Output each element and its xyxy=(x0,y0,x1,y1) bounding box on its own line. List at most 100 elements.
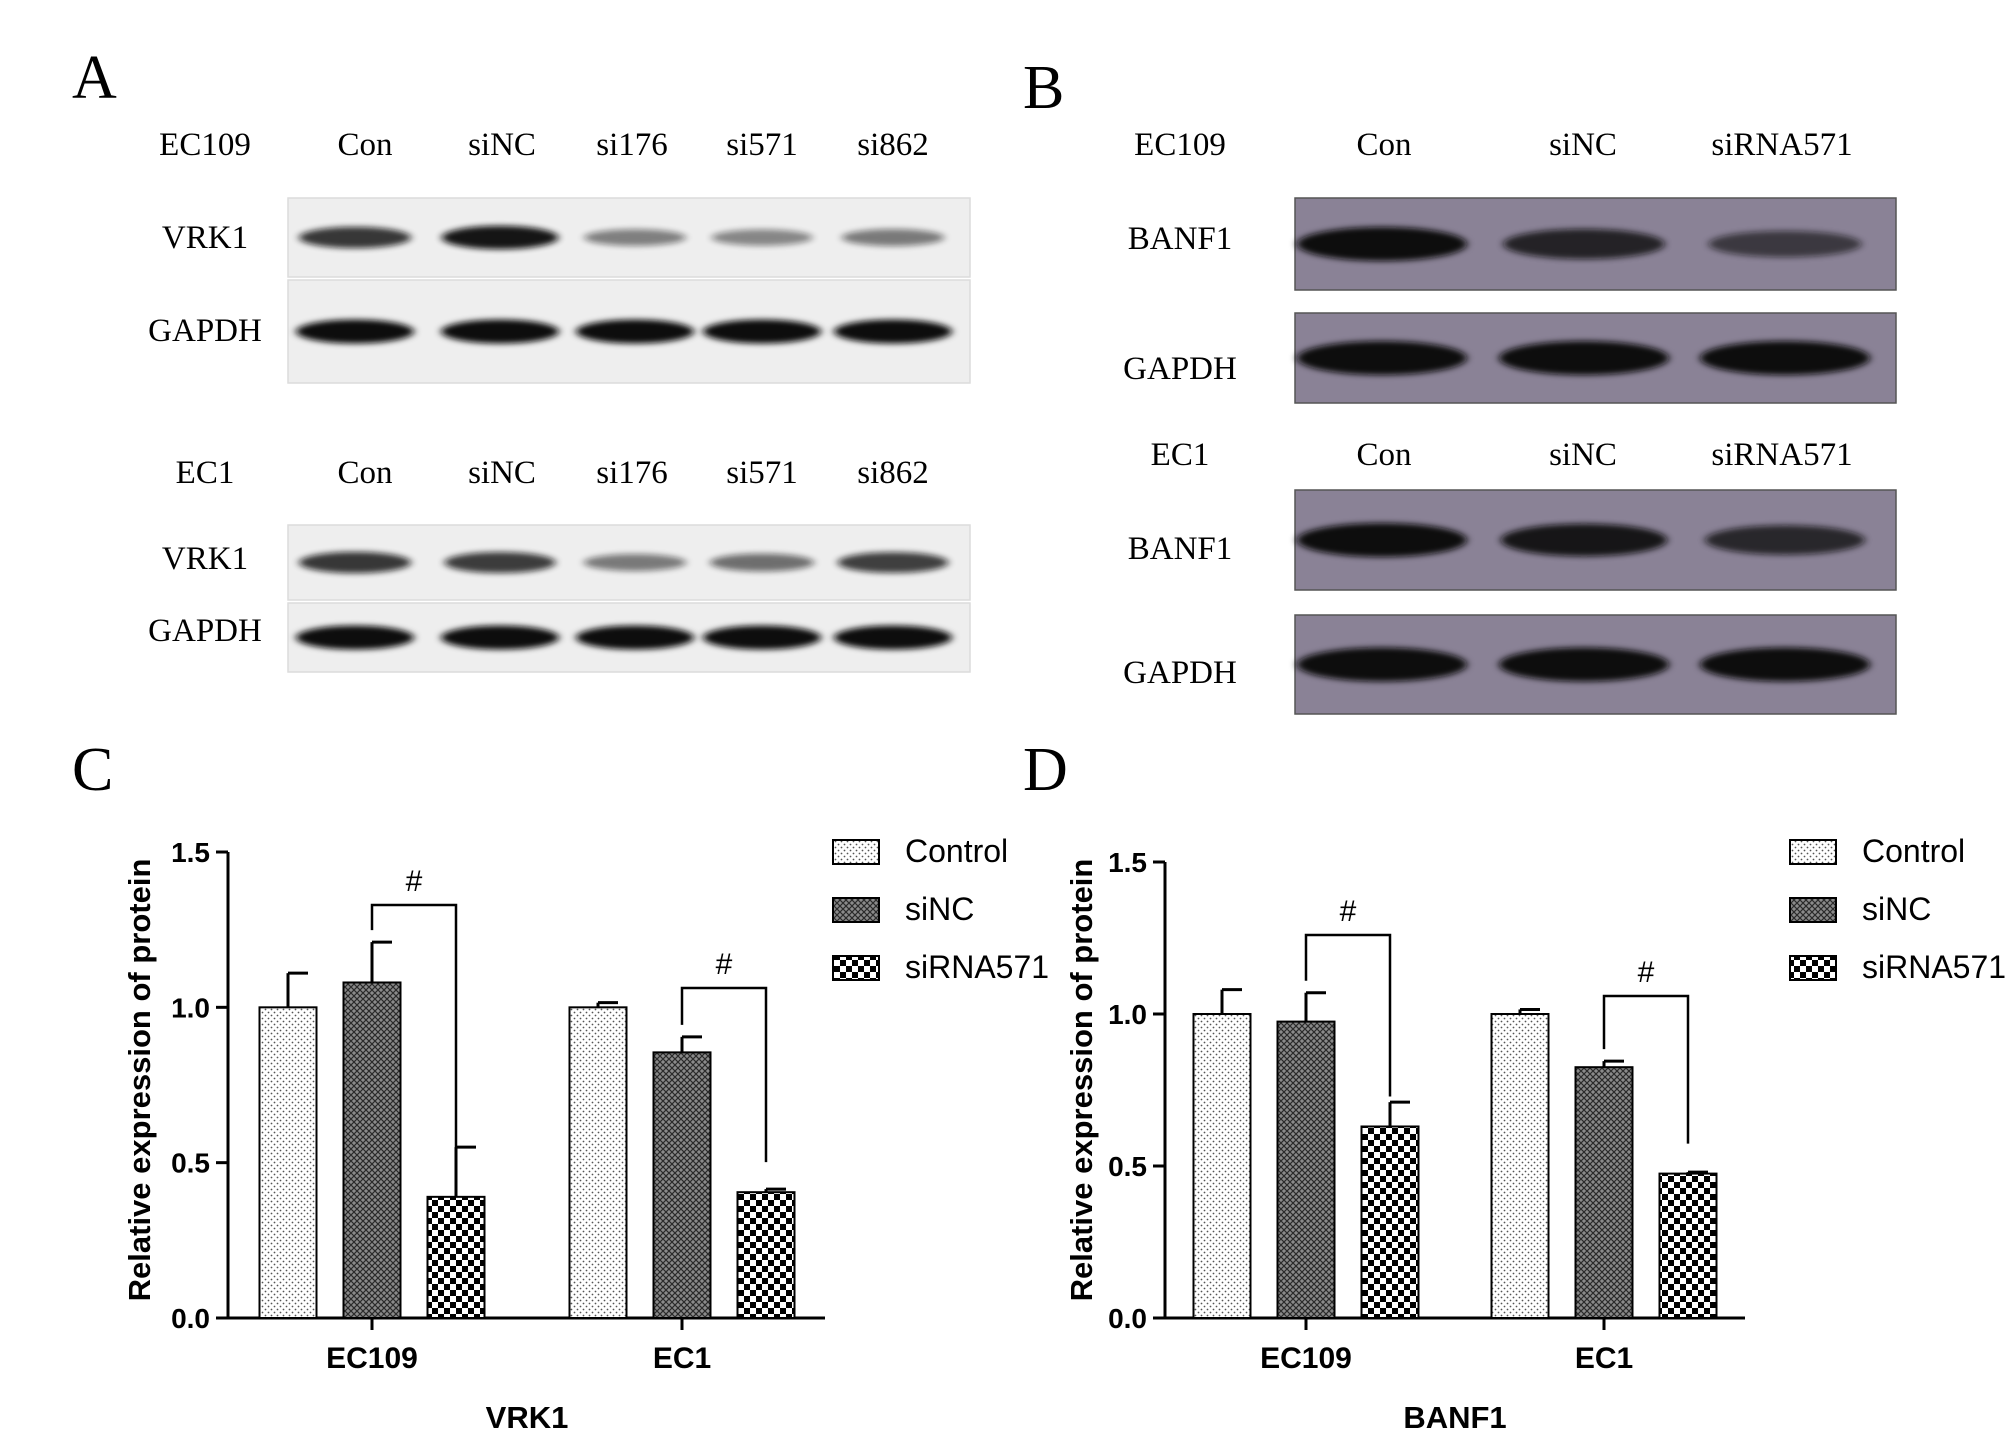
blot-band xyxy=(576,625,694,650)
blot-cell-line-label: EC1 xyxy=(176,455,235,491)
bar-sirna571 xyxy=(736,1191,796,1320)
panel-letter-c: C xyxy=(72,736,113,804)
bar-control xyxy=(1192,1013,1252,1319)
bar-control xyxy=(568,1006,628,1319)
blot-protein-label: GAPDH xyxy=(1123,655,1237,691)
x-tick-label: EC109 xyxy=(326,1342,418,1375)
bar-chart-d: 0.0 0.5 1.0 1.5 Relative expression of prote… xyxy=(1064,833,2006,1435)
blot-band xyxy=(1708,230,1862,258)
y-tick-label: 1.0 xyxy=(1108,999,1147,1030)
blot-band xyxy=(841,229,945,246)
blot-protein-label: GAPDH xyxy=(148,313,262,349)
x-tick-label: EC1 xyxy=(1575,1342,1633,1375)
significance-bracket xyxy=(1602,994,1690,1144)
panel-letter-b: B xyxy=(1023,54,1064,122)
blot-band xyxy=(711,229,813,246)
blot-protein-label: VRK1 xyxy=(162,220,248,256)
legend-swatch-control xyxy=(832,839,880,865)
significance-marker: # xyxy=(1340,895,1357,928)
y-tick-label: 1.5 xyxy=(171,837,210,868)
blot-band xyxy=(1297,341,1467,375)
blot-band xyxy=(583,554,687,571)
y-tick-label: 0.5 xyxy=(171,1148,210,1179)
blot-band xyxy=(1297,227,1467,261)
y-tick-label: 0.0 xyxy=(1108,1303,1147,1334)
blot-lane-label: Con xyxy=(337,127,392,163)
blot-lane-label: si571 xyxy=(726,127,798,163)
blot-lane-label: Con xyxy=(1356,127,1411,163)
blot-lane-label: si176 xyxy=(596,455,668,491)
legend-swatch-sirna571 xyxy=(1789,955,1837,981)
bar-sinc xyxy=(652,1051,712,1319)
bar-chart-c: 0.0 0.5 1.0 1.5 Relative expression of prote… xyxy=(122,833,1049,1435)
significance-marker: # xyxy=(1638,956,1655,989)
blot-cell-line-label: EC109 xyxy=(159,127,251,163)
bar-control xyxy=(258,1006,318,1319)
blot-band xyxy=(296,625,414,650)
blot-cell-line-label: EC109 xyxy=(1134,127,1226,163)
blot-band xyxy=(584,229,686,246)
blot-band xyxy=(837,552,949,573)
blot-band xyxy=(1297,523,1467,557)
blot-lane-label: si862 xyxy=(857,127,929,163)
panel-letter-a: A xyxy=(72,44,117,112)
blot-band xyxy=(1503,228,1665,260)
bar-sinc xyxy=(1574,1066,1634,1319)
bar-sirna571 xyxy=(1360,1125,1420,1319)
significance-bracket xyxy=(370,903,458,1167)
blot-band xyxy=(576,319,694,344)
significance-bracket xyxy=(680,986,768,1163)
blot-band xyxy=(441,225,559,250)
blot-lane-label: si571 xyxy=(726,455,798,491)
blot-lane-label: Con xyxy=(1356,437,1411,473)
y-axis-label: Relative expression of protein xyxy=(1064,859,1099,1302)
legend-label: Control xyxy=(905,833,1008,869)
blot-band xyxy=(441,625,559,650)
blot-band xyxy=(709,553,815,572)
blot-lane-label: si862 xyxy=(857,455,929,491)
blot-lane-label: siRNA571 xyxy=(1711,127,1852,163)
blot-protein-label: BANF1 xyxy=(1128,531,1233,567)
bar-sirna571 xyxy=(1658,1172,1718,1319)
panel-letter-d: D xyxy=(1023,736,1068,804)
blot-band xyxy=(1297,647,1467,682)
blot-band xyxy=(1499,647,1669,682)
blot-band xyxy=(1700,341,1870,375)
blot-band xyxy=(296,319,414,344)
blot-band xyxy=(1705,525,1865,555)
legend-label: siNC xyxy=(905,891,974,927)
significance-marker: # xyxy=(716,948,733,981)
blot-band xyxy=(834,319,952,344)
bar-charts: 0.0 0.5 1.0 1.5 Relative expression of prote… xyxy=(122,833,2006,1435)
y-tick-label: 0.0 xyxy=(171,1303,210,1334)
legend-swatch-sinc xyxy=(832,897,880,923)
legend-label: Control xyxy=(1862,833,1965,869)
y-axis-label: Relative expression of protein xyxy=(122,859,157,1302)
significance-marker: # xyxy=(406,865,423,898)
x-tick-label: EC109 xyxy=(1260,1342,1352,1375)
legend-swatch-sirna571 xyxy=(832,955,880,981)
bar-sirna571 xyxy=(426,1195,486,1319)
bar-sinc xyxy=(342,981,402,1319)
blot-lane-label: siNC xyxy=(468,455,536,491)
blot-lane-label: si176 xyxy=(596,127,668,163)
blot-lane-label: Con xyxy=(337,455,392,491)
blot-band xyxy=(441,319,559,344)
blot-lane-label: siNC xyxy=(1549,127,1617,163)
bar-sinc xyxy=(1276,1020,1336,1319)
bar-control xyxy=(1490,1013,1550,1319)
blot-band xyxy=(298,551,412,574)
blot-band xyxy=(444,552,556,573)
blot-band xyxy=(834,625,952,650)
x-axis-label: BANF1 xyxy=(1403,1400,1506,1435)
legend-label: siNC xyxy=(1862,891,1931,927)
blot-protein-label: VRK1 xyxy=(162,541,248,577)
blot-band xyxy=(703,625,821,650)
blot-band xyxy=(703,319,821,344)
legend-label: siRNA571 xyxy=(905,949,1049,985)
blot-band xyxy=(1499,341,1669,375)
y-tick-label: 0.5 xyxy=(1108,1151,1147,1182)
y-tick-label: 1.5 xyxy=(1108,847,1147,878)
